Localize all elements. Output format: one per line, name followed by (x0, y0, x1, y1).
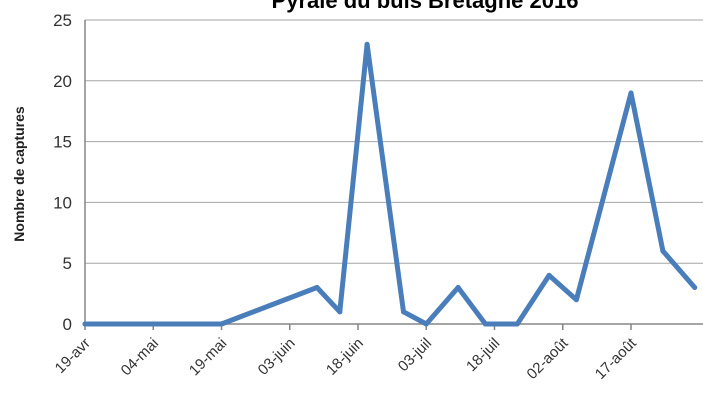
data-point (401, 309, 406, 315)
x-tick-label: 03-juil (395, 335, 435, 375)
y-tick-label: 10 (53, 193, 72, 212)
data-point (423, 321, 429, 327)
data-point (219, 321, 224, 327)
data-point (628, 90, 634, 96)
data-point (692, 285, 698, 291)
data-points (82, 41, 698, 327)
y-tick-label: 5 (63, 254, 72, 273)
data-point (314, 285, 320, 291)
x-tick-label: 19-avr (52, 335, 94, 377)
x-tick-label: 18-juin (323, 335, 367, 379)
y-tick-label: 25 (53, 11, 72, 30)
x-tick-label: 18-juil (463, 335, 503, 375)
y-tick-label: 0 (63, 315, 72, 334)
data-point (482, 321, 488, 327)
x-tick-label: 02-août (524, 334, 573, 383)
data-point (660, 248, 666, 254)
x-tick-labels: 19-avr 04-mai 19-mai 03-juin 18-juin 03-juil 1… (52, 334, 641, 383)
series-line (82, 41, 698, 327)
y-tick-label: 15 (53, 133, 72, 152)
data-point (546, 272, 552, 278)
data-point (573, 297, 579, 303)
x-tick-label: 04-mai (118, 335, 162, 379)
x-tick-label: 03-juin (255, 335, 299, 379)
y-axis-label: Nombre de captures (11, 106, 27, 242)
y-tick-label: 20 (53, 72, 72, 91)
chart-title: Pyrale du buis Bretagne 2016 (272, 0, 579, 13)
data-point (82, 321, 88, 327)
data-point (337, 309, 343, 315)
x-tick-label: 19-mai (186, 335, 230, 379)
data-point (455, 285, 461, 291)
data-point (514, 321, 520, 327)
y-tick-labels: 0 5 10 15 20 25 (53, 11, 72, 334)
data-point (364, 41, 370, 47)
x-tick-label: 17-août (592, 334, 641, 383)
